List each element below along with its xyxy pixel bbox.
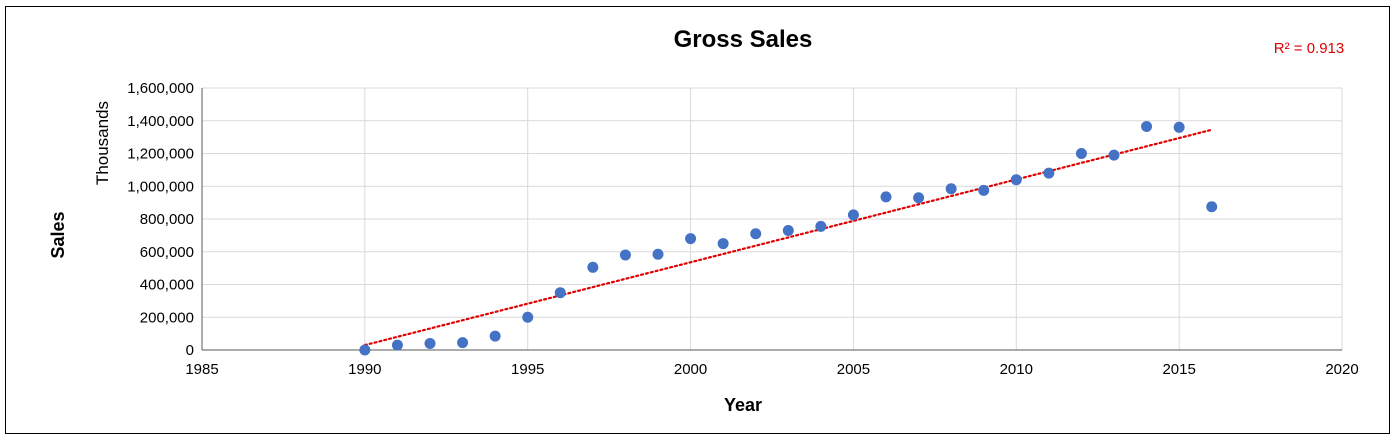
data-point (1108, 149, 1120, 161)
y-axis-title: Sales (48, 211, 68, 258)
chart-title: Gross Sales (674, 26, 813, 53)
data-point (587, 261, 599, 273)
chart-frame: Gross Sales R² = 0.913 Year Sales Thousa… (5, 6, 1390, 434)
x-tick-label: 1985 (185, 361, 218, 378)
data-point (652, 248, 664, 260)
data-point (978, 184, 990, 196)
data-point (424, 337, 436, 349)
data-point (359, 344, 371, 356)
data-point (1141, 120, 1153, 132)
data-point (815, 220, 827, 232)
x-tick-label: 2010 (1000, 361, 1033, 378)
x-axis-title: Year (724, 395, 762, 415)
data-point (945, 183, 957, 195)
data-point (457, 337, 469, 349)
y-tick-label: 1,400,000 (127, 113, 194, 130)
data-point (1173, 121, 1185, 133)
r-squared-label: R² = 0.913 (1274, 40, 1344, 57)
gross-sales-chart: Gross Sales R² = 0.913 Year Sales Thousa… (48, 26, 1359, 415)
y-tick-label: 1,200,000 (127, 146, 194, 163)
data-point (717, 238, 729, 250)
data-points (359, 120, 1218, 356)
tick-labels: 0 200,000 400,000 600,000 800,000 1,000,000 1,… (127, 80, 1358, 378)
data-point (489, 330, 501, 342)
data-point (685, 233, 697, 245)
data-point (913, 192, 925, 204)
y-axis-unit-label: Thousands (93, 101, 112, 185)
y-tick-label: 200,000 (140, 309, 194, 326)
x-tick-label: 1990 (348, 361, 381, 378)
y-tick-label: 1,000,000 (127, 178, 194, 195)
data-point (1075, 148, 1087, 159)
data-point (1043, 167, 1055, 179)
y-tick-label: 0 (186, 342, 194, 359)
y-tick-label: 600,000 (140, 244, 194, 261)
x-tick-label: 2000 (674, 361, 707, 378)
x-tick-label: 2020 (1325, 361, 1358, 378)
y-tick-label: 800,000 (140, 211, 194, 228)
trendline (363, 128, 1213, 347)
y-tick-label: 1,600,000 (127, 80, 194, 97)
data-point (1010, 174, 1022, 186)
data-point (391, 339, 403, 351)
trendline-group (363, 128, 1213, 347)
x-tick-label: 1995 (511, 361, 544, 378)
data-point (750, 228, 762, 240)
data-point (619, 249, 631, 261)
data-point (782, 224, 794, 236)
grid-lines (202, 87, 1343, 350)
data-point (554, 287, 566, 299)
x-tick-label: 2015 (1162, 361, 1195, 378)
data-point (522, 311, 534, 323)
data-point (1206, 201, 1218, 213)
data-point (880, 191, 892, 203)
data-point (847, 209, 859, 221)
y-tick-label: 400,000 (140, 277, 194, 294)
x-tick-label: 2005 (837, 361, 870, 378)
axes (201, 88, 1342, 351)
